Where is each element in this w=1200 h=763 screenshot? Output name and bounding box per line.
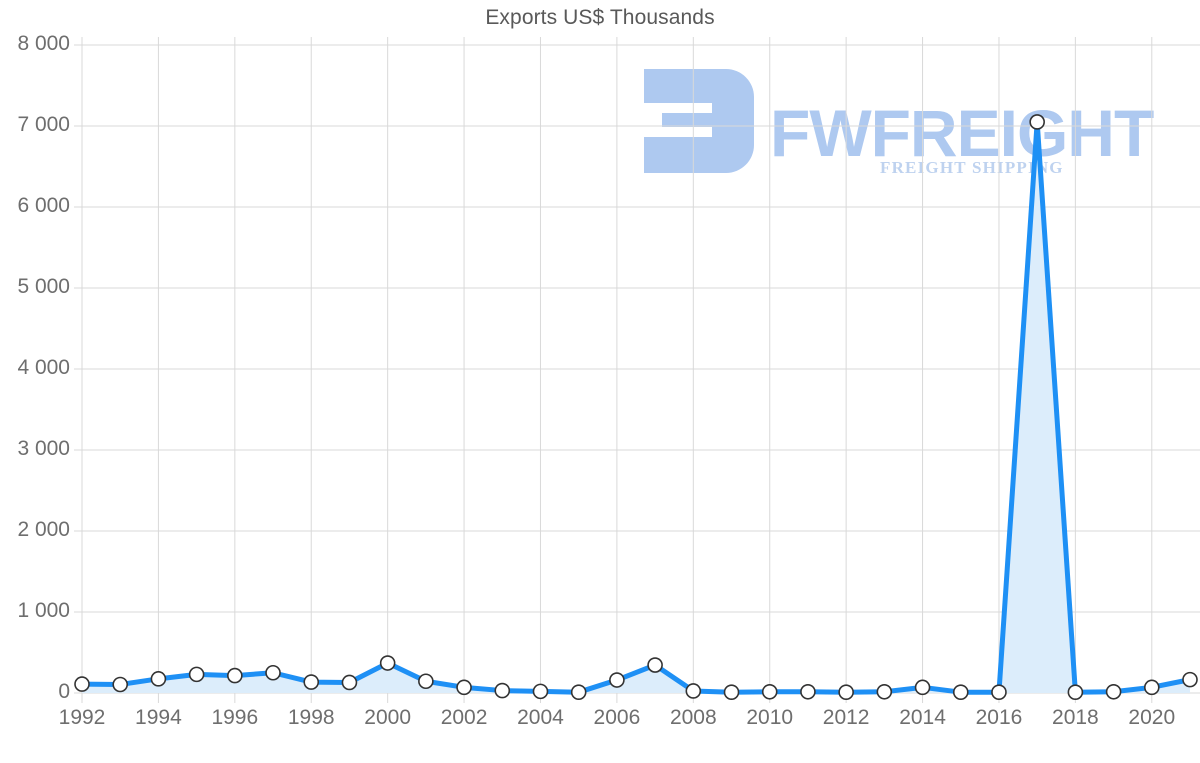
data-point-marker: [647, 657, 663, 673]
grid-lines: [74, 37, 1200, 703]
y-axis-tick-label: 5 000: [17, 275, 70, 298]
data-point-marker: [1105, 683, 1122, 700]
x-axis-tick-label: 2002: [440, 706, 488, 729]
x-axis-tick-label: 1996: [211, 706, 259, 729]
x-axis-tick-label: 2006: [593, 706, 641, 729]
data-point-marker: [418, 673, 434, 690]
data-point-marker: [1067, 684, 1084, 700]
x-axis-tick-label: 2010: [746, 706, 794, 729]
data-point-marker: [188, 666, 205, 683]
data-point-marker: [1182, 671, 1198, 688]
data-point-marker: [609, 672, 625, 688]
data-point-marker: [227, 667, 243, 684]
y-axis-tick-label: 1 000: [17, 599, 70, 622]
data-point-marker: [800, 683, 816, 700]
data-point-marker: [494, 682, 511, 699]
data-point-marker: [379, 655, 396, 671]
data-point-markers: [74, 114, 1198, 700]
data-point-marker: [761, 683, 778, 700]
x-axis-tick-label: 1994: [135, 706, 182, 729]
chart-title: Exports US$ Thousands: [485, 6, 715, 29]
data-point-marker: [456, 679, 472, 696]
data-point-marker: [685, 683, 702, 699]
y-axis-tick-label: 6 000: [17, 194, 70, 217]
data-point-marker: [570, 684, 587, 700]
data-point-marker: [914, 679, 931, 696]
x-axis-tick-label: 2004: [517, 706, 564, 729]
y-axis-tick-label: 7 000: [17, 113, 70, 136]
data-point-marker: [1143, 679, 1160, 696]
data-point-marker: [74, 676, 90, 692]
x-axis-tick-label: 2016: [975, 706, 1023, 729]
y-axis-tick-label: 2 000: [17, 518, 70, 541]
data-point-marker: [112, 676, 129, 693]
y-axis-tick-label: 4 000: [17, 356, 70, 379]
data-point-marker: [150, 671, 167, 687]
data-point-marker: [265, 664, 281, 681]
x-axis-tick-label: 2018: [1052, 706, 1099, 729]
x-axis-tick-label: 2008: [669, 706, 717, 729]
data-point-marker: [952, 684, 969, 700]
data-point-marker: [341, 674, 358, 691]
area-fill-shape: [82, 121, 1190, 693]
data-point-marker: [1029, 114, 1045, 130]
x-axis-tick-label: 1992: [58, 706, 106, 729]
x-axis-tick-label: 2020: [1128, 706, 1176, 729]
data-point-marker: [723, 684, 740, 700]
x-axis-tick-label: 2012: [822, 706, 870, 729]
y-axis-tick-label: 8 000: [17, 32, 70, 55]
x-axis-tick-label: 2000: [364, 706, 411, 729]
data-point-marker: [532, 683, 549, 700]
x-axis-tick-label: 1998: [287, 706, 335, 729]
y-axis-tick-label: 3 000: [17, 437, 70, 460]
data-point-marker: [838, 684, 854, 700]
data-point-marker: [991, 684, 1007, 700]
area-fill: [82, 121, 1190, 693]
x-axis-tick-label: 2014: [899, 706, 946, 729]
data-point-marker: [303, 674, 320, 690]
y-axis-tick-label: 0: [58, 680, 70, 703]
data-point-marker: [876, 683, 893, 700]
